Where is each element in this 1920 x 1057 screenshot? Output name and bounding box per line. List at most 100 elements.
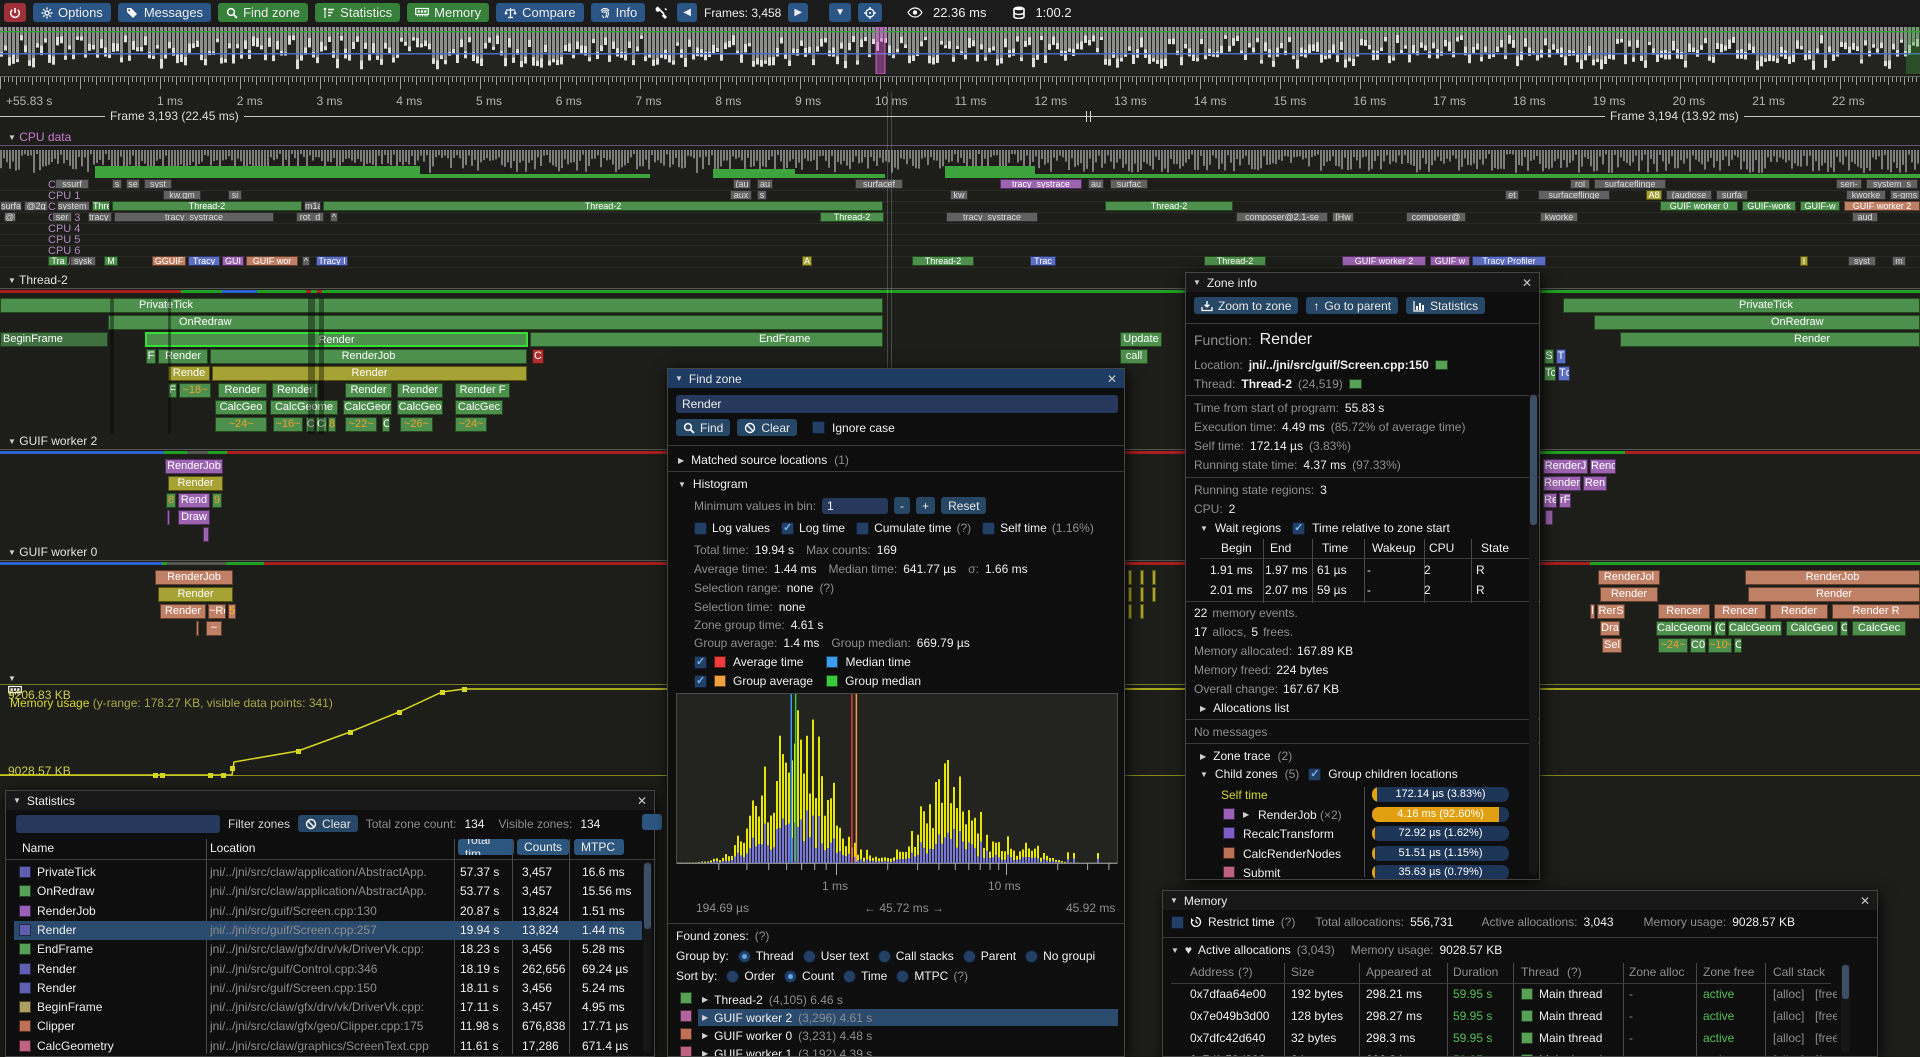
zone-chip[interactable] <box>1128 587 1132 602</box>
wait-regions-header[interactable]: ▼Wait regionsTime relative to zone start <box>1200 521 1450 535</box>
zone-chip[interactable]: RenderJob <box>165 459 223 474</box>
cpu-zone-chip[interactable]: GGUIF <box>152 256 186 266</box>
cpu-zone-chip[interactable]: kw <box>950 190 968 200</box>
cpu-zone-chip[interactable]: rot_d <box>296 212 324 222</box>
sort-by-radio-time[interactable] <box>843 969 857 983</box>
avg-legend-checkbox[interactable] <box>694 655 707 669</box>
filter-zones-input[interactable] <box>16 814 220 833</box>
cpu-zone-chip[interactable]: composer@ <box>1406 212 1466 222</box>
zone-chip[interactable]: Rencer <box>1714 604 1766 619</box>
close-icon[interactable]: ✕ <box>1521 275 1532 290</box>
messages-button[interactable]: Messages <box>117 3 212 22</box>
cpu-zone-chip[interactable]: system_s <box>1866 179 1918 189</box>
zone-chip[interactable]: Rencer <box>1658 604 1710 619</box>
sort-by-radio-mtpc[interactable] <box>896 969 910 983</box>
zone-chip[interactable]: CalcGeo <box>1786 621 1838 636</box>
cpu-zone-chip[interactable]: kworke <box>1540 212 1578 222</box>
zone-chip[interactable]: S <box>1544 349 1554 364</box>
zone-chip[interactable]: Render <box>168 476 223 491</box>
zone-chip[interactable]: T <box>1556 349 1566 364</box>
zone-chip[interactable]: C <box>1840 621 1848 636</box>
table-row[interactable]: Render jni/../jni/src/guif/Screen.cpp:150… <box>14 979 642 998</box>
mem-row-address[interactable]: 0x7dfaa64e00 <box>1190 987 1267 1001</box>
table-row[interactable]: Render jni/../jni/src/guif/Screen.cpp:257… <box>14 920 642 940</box>
cpu-zone-chip[interactable]: kw.gm <box>163 190 201 200</box>
group-legend-checkbox[interactable] <box>694 674 707 688</box>
options-button[interactable]: Options <box>33 3 111 22</box>
found-group-row[interactable]: ▶ GUIF worker 0 (3,231) 4.48 s <box>702 1028 873 1043</box>
power-button[interactable] <box>4 3 26 22</box>
cpu-zone-chip[interactable]: au <box>757 179 773 189</box>
mem-row-callstack-free[interactable]: [free] <box>1815 987 1837 1001</box>
memory-usage-header[interactable]: ▼ Memory usage (y-range: 178.27 KB, visi… <box>8 671 333 710</box>
cpu-zone-chip[interactable]: m1a <box>304 201 321 211</box>
zone-chip[interactable]: 5 <box>228 604 236 619</box>
table-row[interactable]: Render jni/../jni/src/guif/Control.cpp:34… <box>14 960 642 979</box>
cpu-zone-chip[interactable]: Thread-2 <box>912 256 974 266</box>
zone-chip[interactable]: PrivateTick <box>1563 298 1920 313</box>
table-row[interactable]: BeginFrame jni/../jni/src/claw/gfx/drv/vk… <box>14 998 642 1017</box>
cpu-zone-chip[interactable]: tracy_systrace <box>1000 179 1082 189</box>
allocations-list-toggle[interactable]: ▶ Allocations list <box>1200 701 1290 715</box>
zone-chip[interactable]: 8 <box>166 493 176 508</box>
zone-chip[interactable]: C <box>532 349 544 364</box>
group-by-radio-user-text[interactable] <box>802 949 816 963</box>
zone-chip[interactable]: Render R <box>1832 604 1920 619</box>
group-by-radio-parent[interactable] <box>962 949 976 963</box>
cpu-zone-chip[interactable]: syst <box>144 179 172 189</box>
mem-row-callstack-free[interactable]: [free] <box>1815 1053 1837 1056</box>
next-frame-button[interactable]: ▶ <box>788 3 809 22</box>
clear-button[interactable]: Clear <box>737 419 798 436</box>
zone-chip[interactable]: Render <box>272 383 318 398</box>
zone-chip[interactable] <box>1152 587 1156 602</box>
collapse-icon[interactable]: ▼ <box>13 796 21 805</box>
child-zone-time-bar[interactable]: 4.16 ms (92.60%) <box>1372 806 1509 822</box>
cpu-zone-chip[interactable]: (au <box>733 179 751 189</box>
info-button[interactable]: Info <box>590 3 646 22</box>
zone-chip[interactable]: ~26~ <box>400 417 433 432</box>
zone-chip[interactable]: OnRedraw <box>108 315 883 330</box>
close-icon[interactable]: ✕ <box>636 793 647 808</box>
matched-locations-toggle[interactable]: ▶ Matched source locations (1) <box>678 453 849 467</box>
zone-trace-toggle[interactable]: ▶ Zone trace (2) <box>1200 749 1293 763</box>
mem-row-callstack-alloc[interactable]: [alloc] <box>1773 987 1805 1001</box>
histogram-toggle[interactable]: ▼ Histogram <box>678 477 748 491</box>
ignore-case-checkbox[interactable] <box>812 421 826 434</box>
find-zone-histogram[interactable] <box>676 693 1118 903</box>
cpu-zone-chip[interactable]: s-gms <box>1890 190 1920 200</box>
mem-row-callstack-free[interactable]: [free] <box>1815 1031 1837 1045</box>
cpu-zone-chip[interactable]: Thread-2 <box>1105 201 1233 211</box>
zone-chip[interactable]: EndFrame <box>530 332 883 347</box>
zone-chip[interactable]: Render <box>1543 476 1581 491</box>
zone-chip[interactable] <box>1152 570 1156 585</box>
zone-chip[interactable]: RerS <box>1597 604 1625 619</box>
child-zones-toggle[interactable]: ▼Child zones(5)Group children locations <box>1200 767 1458 781</box>
bin-reset-button[interactable]: Reset <box>941 497 987 514</box>
cpu-zone-chip[interactable]: @l <box>4 212 16 222</box>
active-allocations-header[interactable]: ▼ ♥ Active allocations (3,043) Memory usage:… <box>1171 943 1503 957</box>
zone-chip[interactable]: C <box>306 417 315 432</box>
zone-chip[interactable]: CalcGeome <box>1656 621 1712 636</box>
mem-row-address[interactable]: 0x7dfc53d898 <box>1190 1053 1265 1056</box>
zone-chip[interactable]: Update <box>1120 332 1162 347</box>
self-time-checkbox[interactable] <box>982 521 996 535</box>
table-row[interactable]: Clipper jni/../jni/src/claw/gfx/geo/Clipp… <box>14 1017 642 1036</box>
zone-chip[interactable]: F <box>146 349 156 364</box>
compare-button[interactable]: Compare <box>496 3 584 22</box>
cpu-zone-chip[interactable]: m <box>1892 256 1906 266</box>
group-children-checkbox[interactable] <box>1308 767 1322 781</box>
goto-frame-button[interactable] <box>857 3 882 22</box>
cpu-zone-chip[interactable]: composer@2.1-se <box>1236 212 1328 222</box>
cpu-zone-chip[interactable]: surfa <box>1716 190 1748 200</box>
group-by-radio-thread[interactable] <box>737 949 751 963</box>
found-group-row[interactable]: ▶ GUIF worker 2 (3,296) 4.61 s <box>698 1009 1118 1026</box>
cpu-zone-chip[interactable]: aud <box>1852 212 1878 222</box>
zone-chip[interactable]: rF <box>1559 493 1571 508</box>
zone-chip[interactable] <box>167 510 170 525</box>
zone-chip[interactable]: call <box>1120 349 1148 364</box>
cpu-zone-chip[interactable]: Thread-2 <box>1204 256 1266 266</box>
cpu-zone-chip[interactable]: Thre <box>92 201 110 211</box>
cpu-data-header[interactable]: ▼ CPU data <box>8 130 71 144</box>
zone-info-scroll-thumb[interactable] <box>1530 395 1537 525</box>
zone-chip[interactable]: CalcGeo <box>215 400 267 415</box>
